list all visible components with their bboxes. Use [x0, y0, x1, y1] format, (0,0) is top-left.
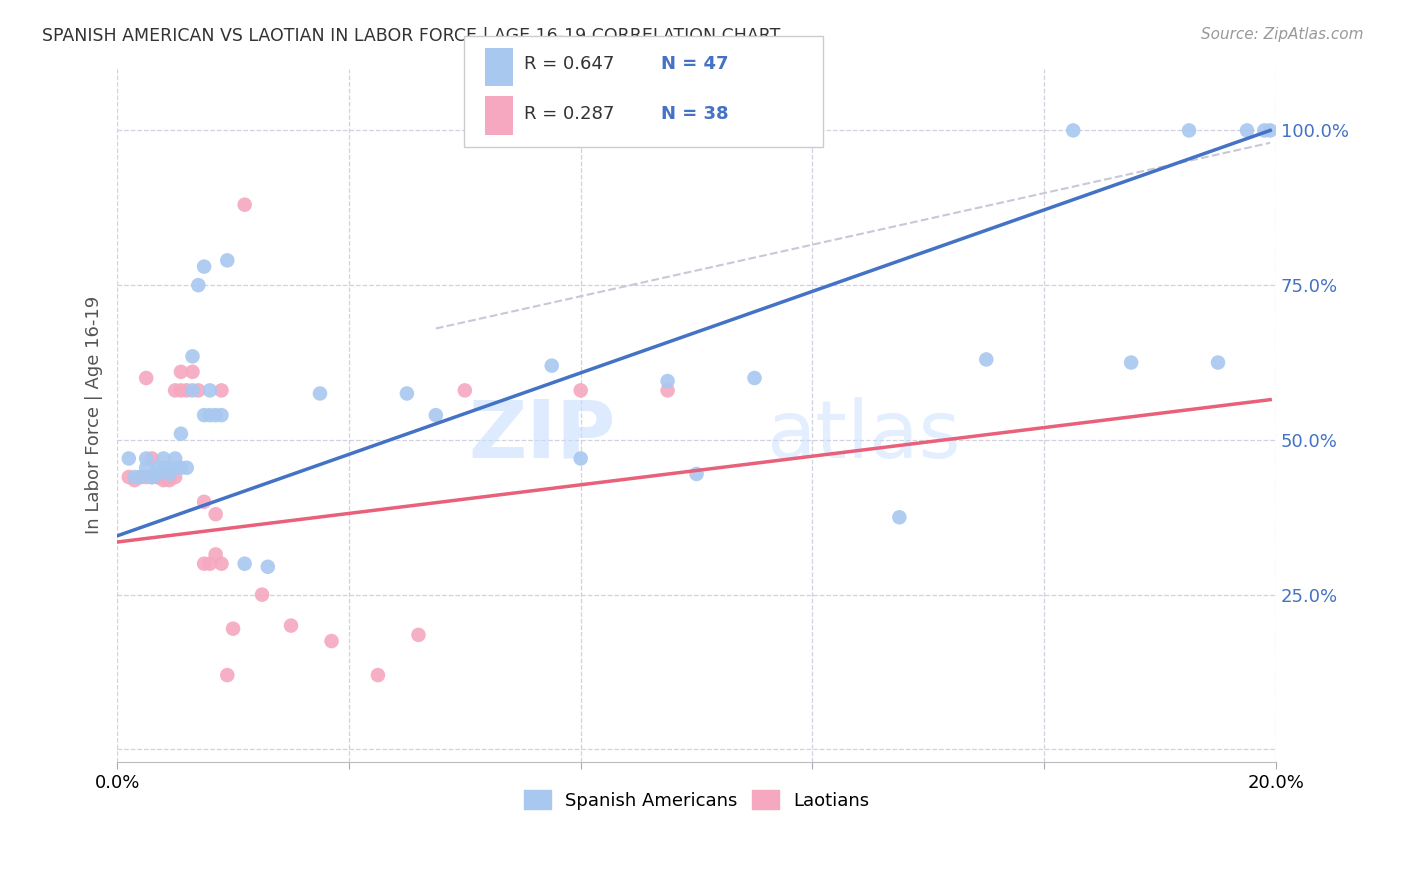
- Point: [974, 352, 997, 367]
- Text: R = 0.287: R = 0.287: [524, 105, 614, 123]
- Point: [129, 470, 152, 484]
- Point: [198, 557, 221, 571]
- Point: [309, 386, 332, 401]
- Point: [146, 460, 169, 475]
- Point: [118, 470, 141, 484]
- Point: [124, 470, 146, 484]
- Point: [157, 460, 180, 475]
- Point: [181, 349, 204, 363]
- Text: ZIP: ZIP: [468, 397, 616, 475]
- Point: [157, 473, 180, 487]
- Point: [657, 374, 679, 388]
- Point: [146, 467, 169, 481]
- Legend: Spanish Americans, Laotians: Spanish Americans, Laotians: [519, 785, 875, 815]
- Point: [187, 384, 209, 398]
- Point: [193, 495, 215, 509]
- Text: N = 47: N = 47: [661, 54, 728, 73]
- Point: [408, 628, 430, 642]
- Point: [233, 197, 256, 211]
- Point: [152, 470, 174, 484]
- Point: [165, 470, 187, 484]
- Point: [569, 384, 592, 398]
- Point: [280, 618, 302, 632]
- Point: [193, 260, 215, 274]
- Point: [135, 371, 157, 385]
- Point: [1119, 355, 1142, 369]
- Point: [152, 451, 174, 466]
- Point: [157, 470, 180, 484]
- Point: [233, 557, 256, 571]
- Point: [211, 384, 233, 398]
- Point: [211, 557, 233, 571]
- Y-axis label: In Labor Force | Age 16-19: In Labor Force | Age 16-19: [86, 296, 103, 534]
- Point: [170, 426, 193, 441]
- Point: [165, 460, 187, 475]
- Point: [141, 470, 163, 484]
- Point: [193, 557, 215, 571]
- Point: [211, 408, 233, 422]
- Point: [217, 253, 239, 268]
- Point: [395, 386, 418, 401]
- Point: [1178, 123, 1201, 137]
- Point: [135, 470, 157, 484]
- Point: [135, 451, 157, 466]
- Point: [1062, 123, 1084, 137]
- Point: [198, 384, 221, 398]
- Text: atlas: atlas: [766, 397, 960, 475]
- Point: [1206, 355, 1229, 369]
- Point: [170, 460, 193, 475]
- Point: [129, 470, 152, 484]
- Point: [250, 588, 273, 602]
- Text: SPANISH AMERICAN VS LAOTIAN IN LABOR FORCE | AGE 16-19 CORRELATION CHART: SPANISH AMERICAN VS LAOTIAN IN LABOR FOR…: [42, 27, 780, 45]
- Point: [321, 634, 343, 648]
- Point: [657, 384, 679, 398]
- Point: [889, 510, 911, 524]
- Point: [135, 460, 157, 475]
- Point: [152, 460, 174, 475]
- Point: [1236, 123, 1258, 137]
- Point: [256, 559, 278, 574]
- Point: [165, 384, 187, 398]
- Point: [181, 384, 204, 398]
- Point: [204, 408, 226, 422]
- Point: [187, 278, 209, 293]
- Point: [217, 668, 239, 682]
- Point: [193, 408, 215, 422]
- Point: [540, 359, 562, 373]
- Point: [176, 384, 198, 398]
- Point: [222, 622, 245, 636]
- Point: [204, 548, 226, 562]
- Point: [146, 470, 169, 484]
- Point: [170, 384, 193, 398]
- Point: [1253, 123, 1275, 137]
- Point: [146, 470, 169, 484]
- Point: [425, 408, 447, 422]
- Point: [118, 451, 141, 466]
- Text: N = 38: N = 38: [661, 105, 728, 123]
- Point: [367, 668, 389, 682]
- Point: [569, 451, 592, 466]
- Point: [165, 451, 187, 466]
- Text: Source: ZipAtlas.com: Source: ZipAtlas.com: [1201, 27, 1364, 42]
- Point: [124, 473, 146, 487]
- Point: [176, 460, 198, 475]
- Point: [198, 408, 221, 422]
- Point: [204, 507, 226, 521]
- Text: R = 0.647: R = 0.647: [524, 54, 614, 73]
- Point: [744, 371, 766, 385]
- Point: [170, 365, 193, 379]
- Point: [181, 365, 204, 379]
- Point: [152, 473, 174, 487]
- Point: [685, 467, 707, 481]
- Point: [454, 384, 477, 398]
- Point: [157, 467, 180, 481]
- Point: [141, 451, 163, 466]
- Point: [141, 470, 163, 484]
- Point: [141, 470, 163, 484]
- Point: [1258, 123, 1281, 137]
